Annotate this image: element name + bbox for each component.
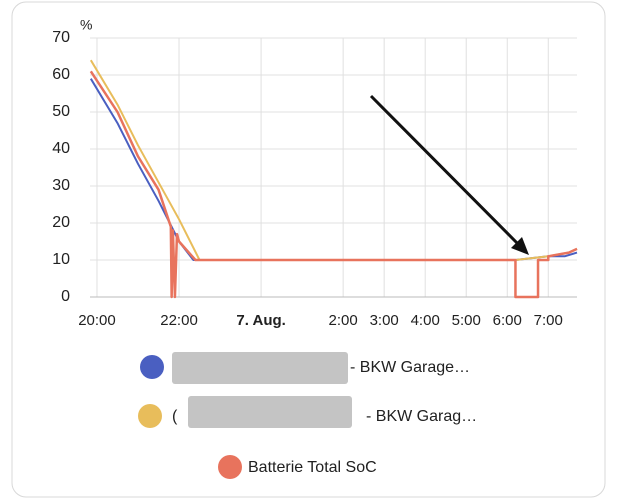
legend-label: - BKW Garage… [350, 359, 470, 376]
y-tick-label: 50 [52, 103, 70, 120]
x-tick-label: 3:00 [370, 312, 399, 329]
redacted-fragment: ( [172, 408, 178, 425]
arrow [369, 94, 529, 255]
y-tick-label: 10 [52, 251, 70, 268]
y-tick-label: 30 [52, 177, 70, 194]
x-tick-label: 20:00 [78, 312, 116, 329]
x-tick-label: 7:00 [534, 312, 563, 329]
x-tick-label: 2:00 [329, 312, 358, 329]
redacted-name [172, 352, 348, 384]
legend-label: - BKW Garag… [366, 408, 477, 425]
legend-swatch [140, 355, 164, 379]
y-tick-label: 60 [52, 66, 70, 83]
x-tick-label: 4:00 [411, 312, 440, 329]
x-tick-label: 5:00 [452, 312, 481, 329]
y-tick-label: 0 [61, 288, 70, 305]
y-axis-unit: % [80, 17, 92, 33]
y-tick-label: 20 [52, 214, 70, 231]
redacted-name [188, 396, 352, 428]
y-tick-label: 40 [52, 140, 70, 157]
x-tick-label: 6:00 [493, 312, 522, 329]
legend-swatch [218, 455, 242, 479]
legend-label: Batterie Total SoC [248, 459, 377, 476]
y-tick-label: 70 [52, 29, 70, 46]
legend-swatch [138, 404, 162, 428]
series-line [89, 70, 578, 299]
x-tick-label: 22:00 [160, 312, 198, 329]
legend[interactable]: - BKW Garage… - BKW Garag… Batterie Total … [138, 355, 477, 479]
x-tick-label: 7. Aug. [236, 312, 285, 329]
plot [89, 59, 578, 299]
